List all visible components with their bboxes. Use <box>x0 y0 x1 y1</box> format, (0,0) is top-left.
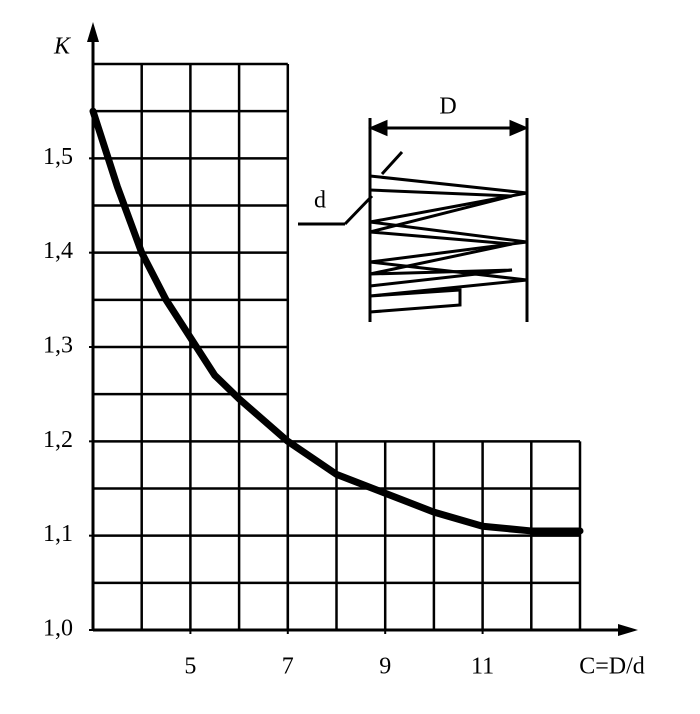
y-tick-label: 1,0 <box>43 616 73 642</box>
x-tick-label: 9 <box>379 654 391 680</box>
x-tick-label: 5 <box>184 654 196 680</box>
line <box>89 107 584 535</box>
y-axis-arrow <box>87 22 99 42</box>
y-tick-label: 1,2 <box>43 427 73 453</box>
x-tick-label: 7 <box>282 654 294 680</box>
y-axis-label: K <box>53 34 72 60</box>
x-tick-label: 11 <box>471 654 494 680</box>
y-tick-label: 1,5 <box>43 144 73 170</box>
y-tick-label: 1,3 <box>43 333 73 359</box>
spring-inset <box>298 118 529 322</box>
x-axis-arrow <box>618 624 638 636</box>
x-axis-label: C=D/d <box>579 654 645 680</box>
y-tick-label: 1,1 <box>43 521 73 547</box>
inset-label: d <box>314 188 326 214</box>
inset-label: D <box>439 94 456 120</box>
y-tick-label: 1,4 <box>43 238 73 264</box>
